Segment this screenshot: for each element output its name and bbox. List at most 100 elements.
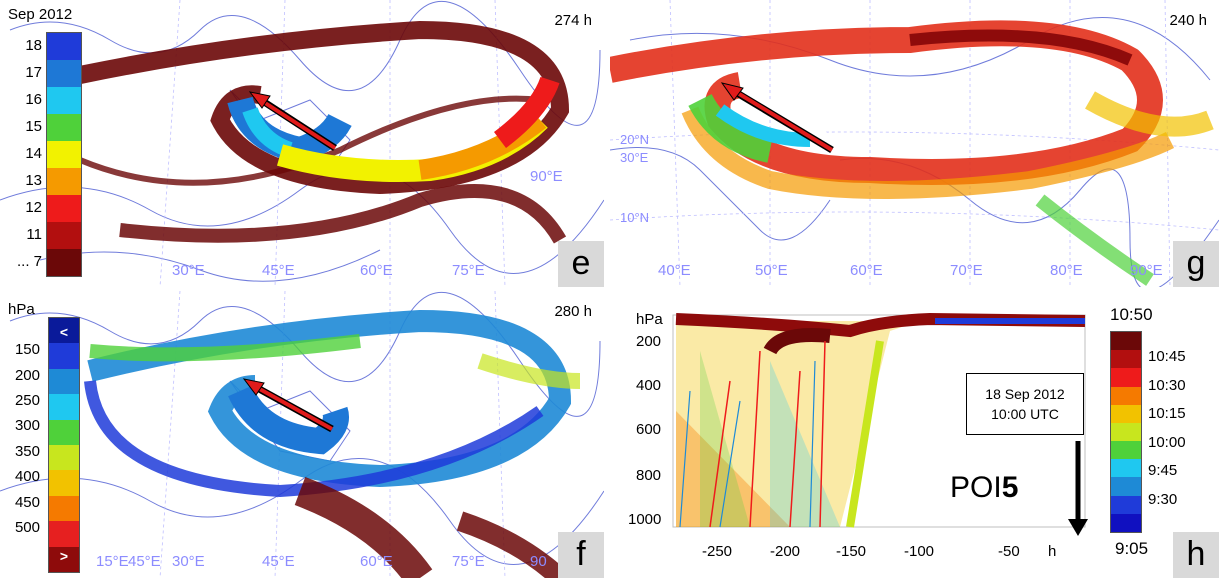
y-tick-label: 1000 (628, 511, 662, 528)
y-axis-unit: hPa (636, 311, 663, 328)
lon-label: 60°E (360, 553, 393, 570)
legend-tick-label: 10:30 (1148, 376, 1186, 394)
lon-label: 60°E (360, 262, 393, 279)
legend-tick-label: 500 (14, 518, 40, 536)
trajectory-map-e (0, 0, 604, 287)
legend-swatch (47, 195, 81, 222)
legend-swatch (49, 318, 79, 344)
legend-swatch (1111, 441, 1141, 460)
lat-label: 20°N (620, 132, 650, 147)
lon-label: 30°E (172, 262, 205, 279)
x-tick-label: -50 (998, 543, 1020, 560)
panel-g: 240 h 20°N 30°E 10°N 40°E 50°E 60°E 70°E… (610, 0, 1219, 287)
panel-letter: e (558, 241, 604, 287)
lon-label: 75°E (452, 262, 485, 279)
legend-top-marker: < (59, 324, 69, 340)
lon-label: 60°E (850, 262, 883, 279)
pressure-color-legend: < > (48, 317, 80, 573)
legend-swatch (1111, 495, 1141, 515)
trajectory-duration: 240 h (1169, 12, 1207, 29)
legend-swatch (47, 249, 81, 276)
lon-label: 80°E (1050, 262, 1083, 279)
panel-h: hPa 200 400 600 800 1000 -250 -200 -150 … (610, 291, 1219, 578)
legend-swatch (47, 222, 81, 249)
legend-tick-label: 400 (14, 468, 40, 486)
legend-bottom-label: 9:05 (1115, 539, 1149, 558)
legend-tick-label: 10:45 (1148, 348, 1186, 366)
legend-bottom-marker: > (59, 548, 69, 564)
legend-tick-label: 350 (14, 442, 40, 460)
legend-swatch (49, 419, 79, 446)
lon-label: 30°E (172, 553, 205, 570)
legend-tick-label: 200 (14, 366, 40, 384)
poi-number: 5 (1001, 471, 1019, 504)
legend-swatch (47, 168, 81, 195)
x-tick-label: -150 (836, 543, 867, 560)
time-color-legend (1110, 331, 1142, 533)
date-color-legend (46, 32, 82, 277)
x-axis-unit: h (1048, 543, 1057, 560)
legend-label: 16 (25, 90, 42, 108)
legend-swatch (49, 394, 79, 421)
legend-swatch (1111, 332, 1141, 351)
lon-label: 45°E (262, 262, 295, 279)
legend-label: 13 (25, 171, 42, 189)
lon-label: 40°E (658, 262, 691, 279)
trajectory-duration: 280 h (554, 303, 592, 320)
legend-swatch (1111, 404, 1141, 424)
legend-tick-label: 10:00 (1148, 433, 1186, 451)
legend-swatch (49, 343, 79, 370)
poi-prefix: POI (950, 471, 1002, 504)
legend-label: 17 (25, 63, 42, 81)
lon-label: 15°E (96, 553, 129, 570)
legend-title: hPa (8, 301, 35, 318)
direction-arrow (720, 82, 840, 154)
legend-top-label: 10:50 (1110, 305, 1153, 324)
legend-label: 11 (26, 225, 42, 243)
legend-swatch (1111, 368, 1141, 388)
direction-arrow (242, 378, 334, 433)
trajectory-bundle (84, 309, 581, 578)
legend-label: 15 (25, 117, 42, 135)
lon-label: 90°E (1130, 262, 1163, 279)
legend-tick-label: 10:15 (1148, 405, 1186, 423)
panel-f: hPa < > 150 200 250 300 350 400 450 500 280 h 15… (0, 291, 604, 578)
legend-swatch (47, 141, 81, 168)
trajectory-bundle (610, 20, 1214, 286)
y-tick-label: 600 (636, 421, 662, 438)
legend-swatch (1111, 477, 1141, 497)
callout-time: 10:00 UTC (991, 406, 1059, 422)
panel-e: Sep 2012 18 17 16 15 14 13 12 11 ... 7 274 h 30°… (0, 0, 604, 287)
legend-tick-label: 450 (14, 493, 40, 511)
x-tick-label: -250 (702, 543, 733, 560)
lon-label: 90 (530, 553, 547, 570)
legend-swatch (49, 521, 79, 548)
legend-tick-label: 250 (14, 391, 40, 409)
lat-label: 30°E (620, 150, 649, 165)
legend-title: Sep 2012 (8, 6, 73, 23)
x-tick-label: -100 (904, 543, 935, 560)
legend-label: 14 (25, 144, 42, 162)
legend-swatch (47, 33, 81, 60)
y-tick-label: 400 (636, 377, 662, 394)
callout-date: 18 Sep 2012 (985, 386, 1065, 402)
lon-label: 90°E (530, 168, 563, 185)
legend-tick-label: 9:45 (1148, 462, 1178, 480)
legend-swatch (1111, 386, 1141, 406)
legend-label: ... 7 (16, 252, 42, 270)
lon-label: 75°E (452, 553, 485, 570)
panel-letter: f (558, 532, 604, 578)
trajectory-map-g (610, 0, 1219, 287)
x-tick-label: -200 (770, 543, 801, 560)
legend-swatch (49, 470, 79, 497)
legend-label: 12 (25, 198, 42, 216)
lon-label: 70°E (950, 262, 983, 279)
legend-swatch (1111, 459, 1141, 478)
legend-swatch (49, 445, 79, 471)
trajectory-duration: 274 h (554, 12, 592, 29)
legend-swatch (1111, 422, 1141, 442)
lon-label: 45°E (128, 553, 161, 570)
legend-swatch (1111, 350, 1141, 369)
legend-swatch (47, 114, 81, 141)
legend-swatch (47, 60, 81, 87)
